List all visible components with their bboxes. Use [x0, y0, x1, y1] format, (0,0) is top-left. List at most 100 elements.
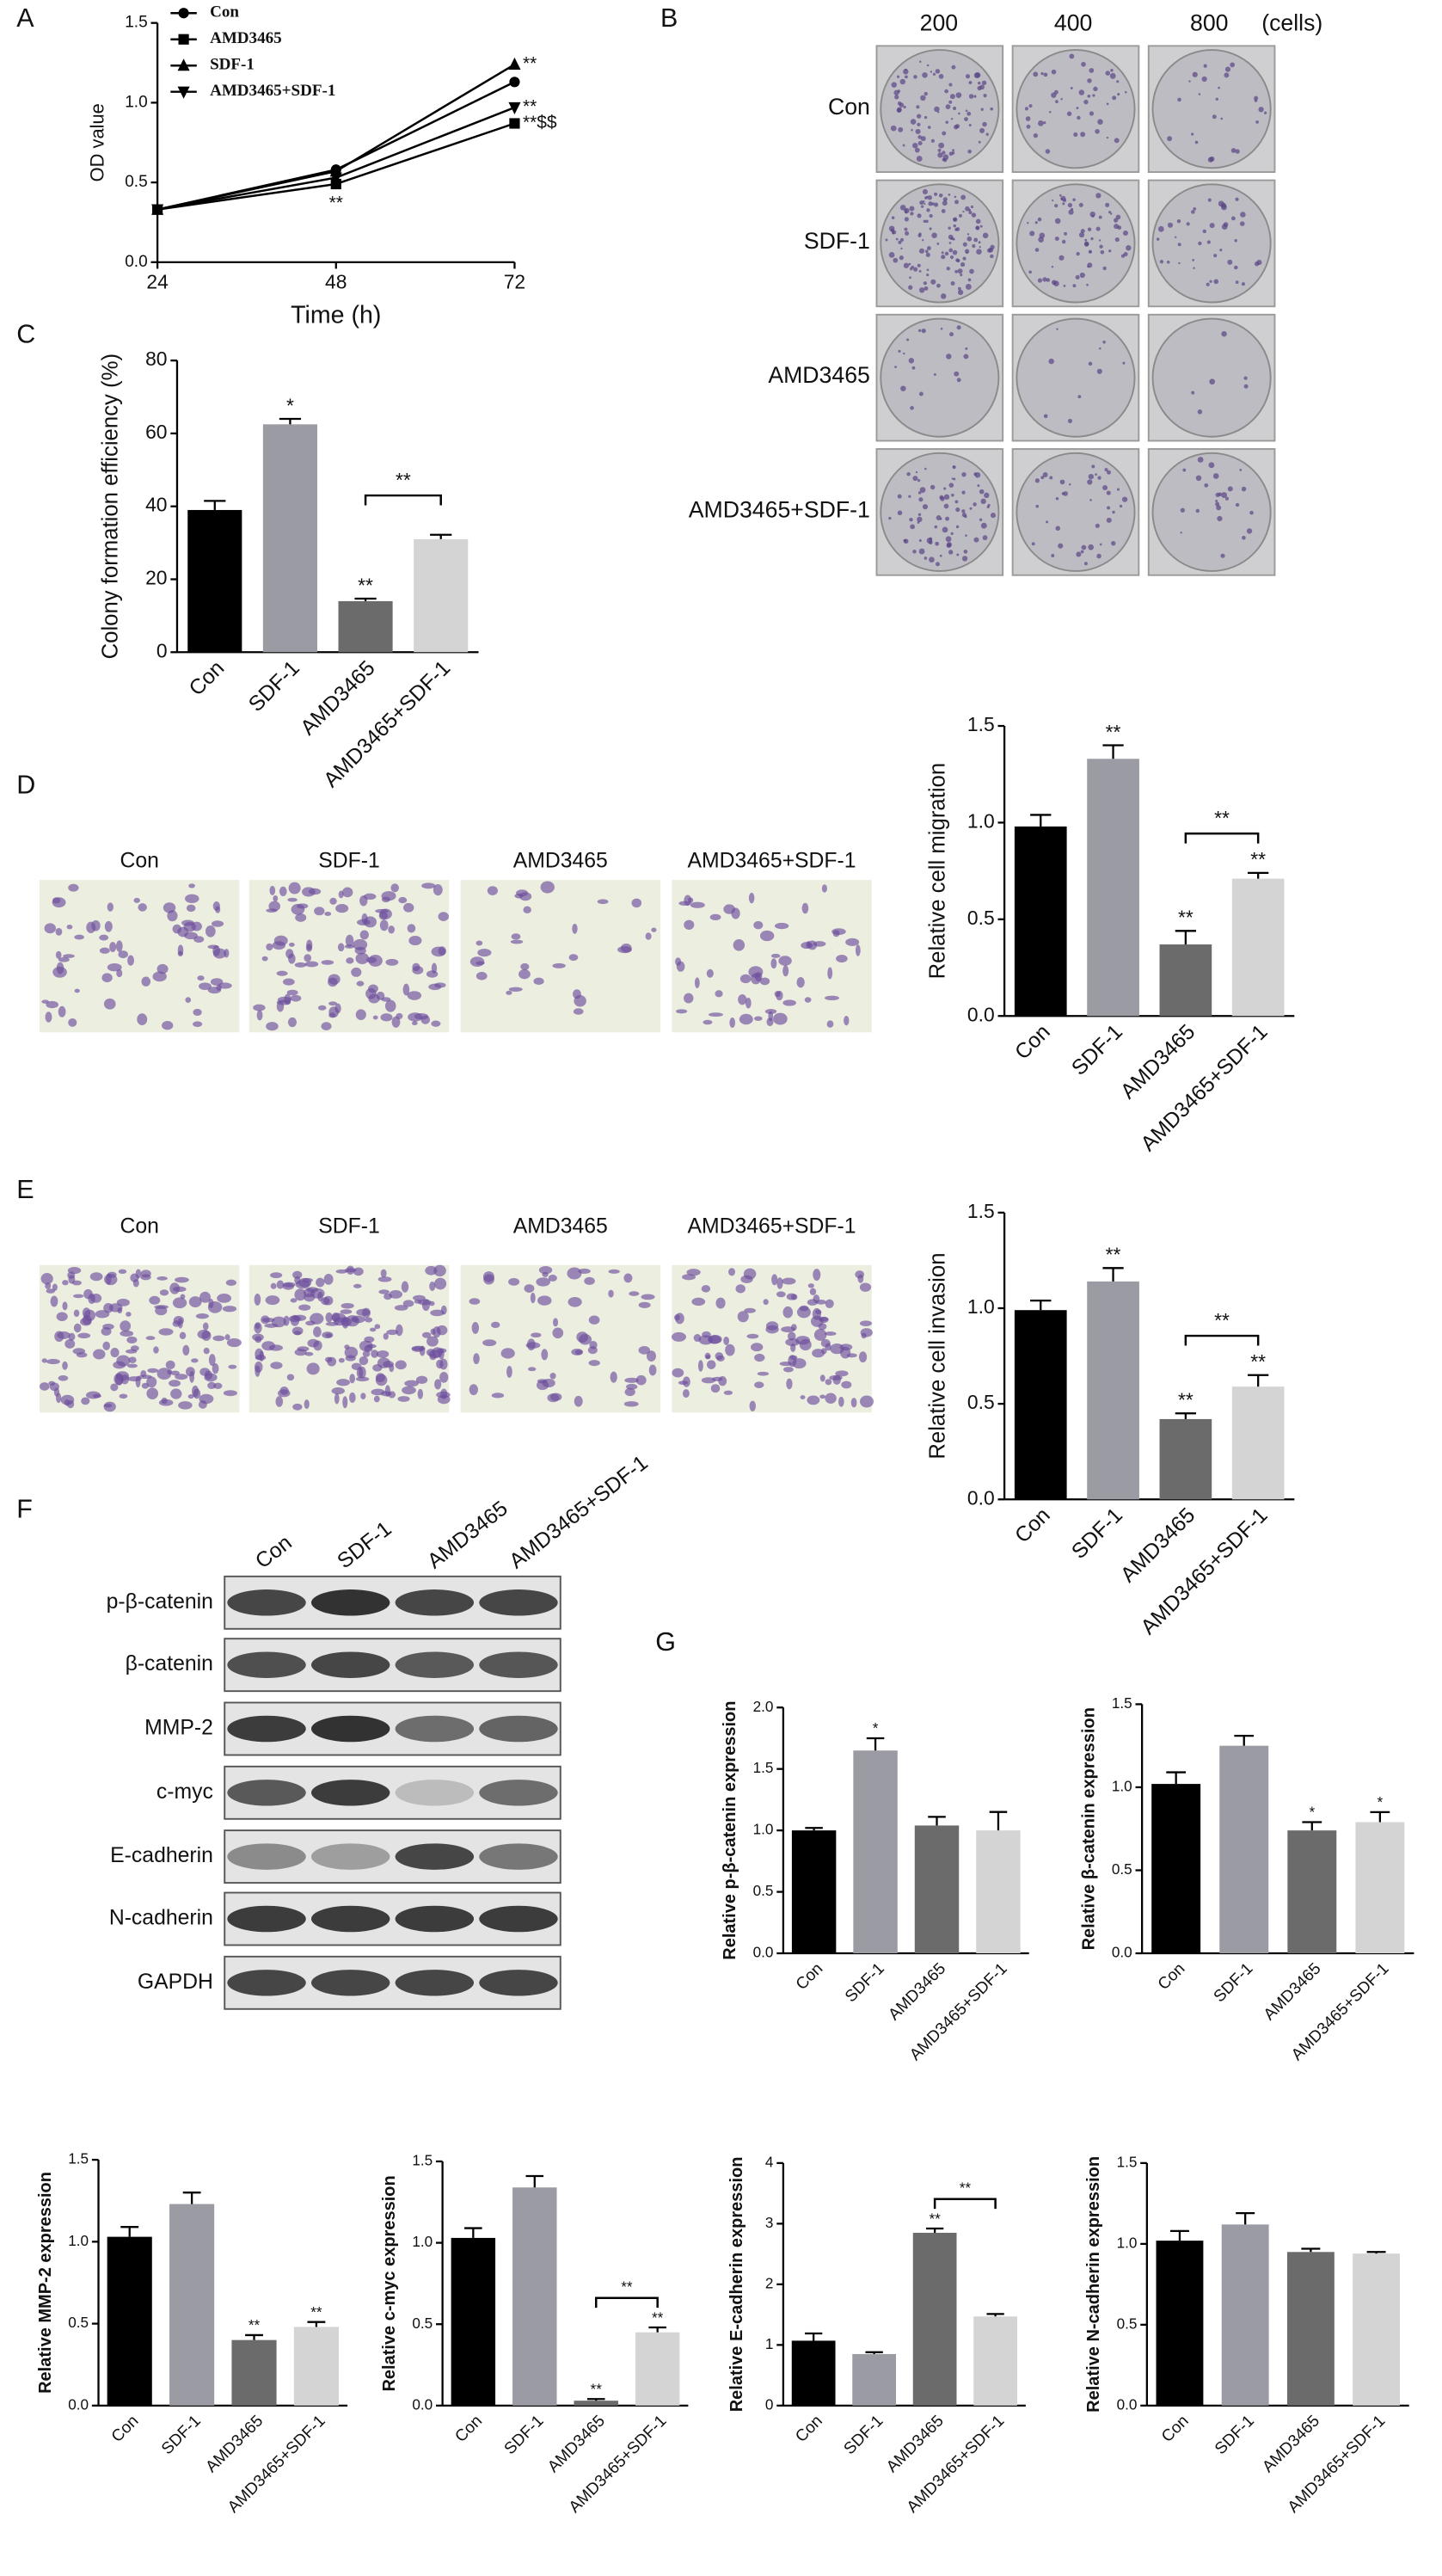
cell	[437, 1394, 451, 1405]
cell	[672, 1368, 684, 1378]
colony	[965, 109, 968, 113]
cell	[172, 1297, 187, 1309]
cell	[175, 1276, 189, 1283]
colony	[953, 477, 956, 481]
cell	[170, 1388, 182, 1399]
blot-band	[395, 1780, 475, 1806]
colony	[1192, 71, 1198, 77]
colony	[918, 538, 922, 542]
cell	[709, 913, 721, 921]
colony	[1090, 237, 1094, 241]
cell	[287, 897, 298, 902]
error-bar	[1169, 2229, 1189, 2241]
cell	[584, 1276, 595, 1285]
cell	[329, 897, 337, 905]
cell	[684, 993, 694, 1004]
cell	[304, 1399, 310, 1410]
colony	[1078, 89, 1085, 95]
protein-label: p-β-catenin	[107, 1590, 213, 1614]
cell	[45, 1011, 52, 1023]
colony	[963, 550, 968, 554]
cell	[295, 913, 307, 922]
cell	[715, 1352, 724, 1361]
legend-label: SDF-1	[210, 56, 255, 74]
cell	[411, 1021, 418, 1026]
significance: **$$	[523, 113, 557, 132]
colony	[1077, 395, 1082, 399]
error-bar	[279, 417, 302, 425]
cell	[783, 1367, 794, 1373]
colony	[1166, 260, 1170, 264]
blot-band	[227, 1905, 306, 1933]
x-tick-label: Con	[108, 2412, 143, 2446]
colony	[955, 227, 960, 231]
cell	[572, 923, 578, 934]
panel-label: B	[660, 3, 678, 33]
x-tick-label: SDF-1	[244, 656, 304, 716]
bar	[853, 1750, 898, 1954]
cell	[676, 1009, 688, 1014]
cell	[304, 954, 312, 962]
cell	[574, 1395, 583, 1407]
cell	[282, 978, 295, 986]
x-tick-label: AMD3465	[1261, 1960, 1325, 2025]
colony	[979, 246, 981, 249]
colony	[1217, 515, 1223, 522]
colony	[926, 64, 930, 67]
colony	[1227, 486, 1233, 492]
colony	[956, 553, 960, 556]
colony	[1072, 198, 1076, 202]
colony	[1076, 551, 1082, 557]
colony	[1029, 231, 1035, 237]
colony	[1037, 278, 1043, 283]
colony	[954, 195, 957, 199]
cell	[482, 1339, 497, 1347]
colony	[1069, 483, 1071, 486]
colony	[1180, 507, 1185, 513]
colony	[1119, 504, 1123, 508]
cell	[396, 1324, 403, 1337]
colony	[917, 263, 921, 267]
bar	[1151, 1784, 1201, 1954]
colony	[1083, 562, 1088, 566]
y-tick-label: 40	[145, 494, 167, 516]
cell	[832, 930, 840, 938]
marker	[329, 172, 342, 185]
colony	[1098, 239, 1101, 242]
bar	[1087, 759, 1139, 1017]
cell	[624, 1377, 639, 1383]
cell	[723, 1336, 730, 1346]
colony	[950, 281, 955, 286]
cell	[292, 1403, 303, 1411]
cell	[402, 983, 410, 996]
colony	[1111, 541, 1116, 546]
x-tick-label: AMD3465	[1259, 2412, 1323, 2476]
blot-band	[479, 1905, 558, 1933]
cell	[116, 968, 123, 978]
cell	[73, 1323, 82, 1333]
colony	[1204, 483, 1209, 488]
colony	[1194, 140, 1199, 144]
cell	[701, 1285, 711, 1293]
cell	[103, 998, 116, 1010]
colony	[1034, 248, 1040, 252]
colony	[1043, 72, 1048, 77]
cell	[381, 891, 396, 901]
cell	[275, 1396, 284, 1407]
marker	[177, 58, 190, 71]
colony	[1097, 119, 1103, 125]
cell	[203, 1347, 210, 1355]
blot-band	[395, 1843, 475, 1870]
colony	[950, 532, 954, 535]
cell	[527, 1367, 537, 1372]
cell	[101, 1327, 112, 1337]
cell	[255, 1365, 261, 1377]
cell	[103, 1274, 118, 1286]
image-label: Con	[120, 850, 158, 873]
cell	[127, 1363, 138, 1368]
cell	[40, 1273, 53, 1285]
colony	[890, 125, 897, 132]
cell	[331, 1313, 347, 1323]
cell	[337, 943, 345, 952]
